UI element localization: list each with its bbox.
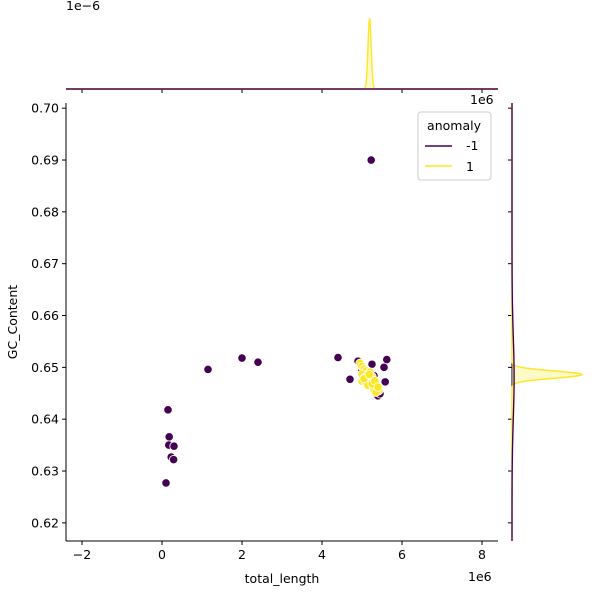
right-marginal-offset-label: 1e6 <box>470 92 494 107</box>
legend: anomaly -1 1 <box>417 111 492 181</box>
scatter-point <box>345 374 355 384</box>
legend-title: anomaly <box>427 118 482 133</box>
right-marginal-plot: 1e6 <box>470 92 584 541</box>
legend-label-neg1: -1 <box>466 138 478 153</box>
scatter-point <box>366 155 376 165</box>
top-marginal-plot: 1e−6 <box>66 0 498 93</box>
scatter-point <box>333 352 343 363</box>
x-axis-ticks: −2 0 2 4 6 8 <box>73 541 486 562</box>
scatter-point <box>169 441 179 451</box>
x-axis-label: total_length <box>245 571 320 586</box>
y-tick-label: 0.67 <box>31 256 59 271</box>
scatter-point <box>237 353 247 363</box>
scatter-point <box>164 432 174 442</box>
y-tick-label: 0.63 <box>31 464 59 479</box>
scatter-points <box>161 155 392 488</box>
top-marginal-area <box>66 18 498 89</box>
top-marginal-curve <box>66 17 498 90</box>
right-marginal-curve <box>511 103 515 541</box>
scatter-point <box>161 478 171 488</box>
y-tick-label: 0.62 <box>31 515 59 530</box>
x-tick-label: 8 <box>478 547 486 562</box>
right-marginal-area <box>512 103 582 541</box>
y-tick-label: 0.65 <box>31 360 59 375</box>
y-tick-label: 0.68 <box>31 204 59 219</box>
scatter-point <box>253 357 263 367</box>
top-marginal-curves <box>66 17 498 90</box>
x-tick-label: 2 <box>238 547 246 562</box>
y-axis-ticks: 0.62 0.63 0.64 0.65 0.66 0.67 0.68 0.69 0.70 <box>31 101 66 530</box>
y-tick-label: 0.66 <box>31 308 59 323</box>
x-tick-label: 6 <box>398 547 406 562</box>
top-marginal-offset-label: 1e−6 <box>66 0 100 13</box>
right-marginal-curve <box>511 103 584 541</box>
scatter-point <box>367 359 377 369</box>
scatter-point <box>169 455 179 465</box>
legend-label-1: 1 <box>466 159 474 174</box>
scatter-point <box>382 354 392 365</box>
x-tick-label: 0 <box>158 547 166 562</box>
scatter-point <box>379 362 389 372</box>
y-tick-label: 0.70 <box>31 101 59 116</box>
right-marginal-curves <box>511 103 584 541</box>
scatter-point <box>380 377 390 387</box>
scatter-point <box>364 370 374 380</box>
legend-box <box>417 111 492 181</box>
scatter-point <box>373 382 383 392</box>
y-axis-label: GC_Content <box>5 285 20 359</box>
scatter-point <box>163 405 173 415</box>
scatter-point <box>203 364 213 375</box>
x-tick-label: −2 <box>73 547 91 562</box>
y-tick-label: 0.69 <box>31 153 59 168</box>
y-tick-label: 0.64 <box>31 412 59 427</box>
x-axis-offset-label: 1e6 <box>468 569 492 584</box>
x-tick-label: 4 <box>318 547 326 562</box>
main-scatter-axes: −2 0 2 4 6 8 0.62 0.63 0.64 0.65 0.66 0.67 0.68 0.69… <box>5 101 498 586</box>
